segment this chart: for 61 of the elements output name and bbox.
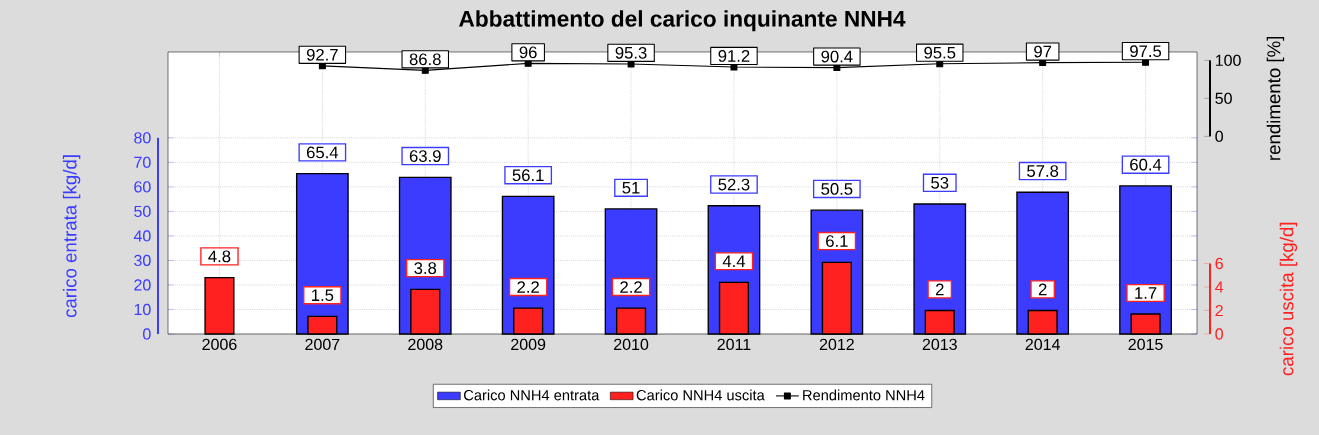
x-tick-label: 2006 — [202, 338, 237, 351]
data-label: 91.2 — [718, 50, 750, 62]
y2-tick-label: 2 — [1215, 304, 1223, 317]
data-label: 63.9 — [409, 150, 441, 162]
data-label: 60.4 — [1130, 158, 1162, 171]
x-tick-label: 2013 — [922, 338, 957, 351]
x-tick-label: 2014 — [1025, 338, 1060, 351]
y2-tick-label: 4 — [1215, 281, 1224, 293]
data-label: 96 — [519, 46, 537, 59]
data-label: 90.4 — [821, 50, 853, 63]
data-label: 3.8 — [414, 262, 437, 275]
data-label: 2 — [1038, 283, 1047, 296]
y3-tick-label: 50 — [1215, 92, 1232, 105]
x-tick-label: 2015 — [1128, 338, 1163, 351]
x-tick-label: 2011 — [717, 338, 751, 351]
data-label: 97 — [1034, 45, 1052, 58]
data-label: 4.4 — [722, 255, 746, 267]
y-tick-label: 20 — [134, 279, 151, 291]
y-axis-title: carico entrata [kg/d] — [62, 155, 81, 318]
y-tick-label: 30 — [134, 254, 151, 267]
x-tick-label: 2009 — [511, 338, 546, 351]
data-label: 53 — [931, 176, 949, 189]
x-tick-label: 2012 — [819, 338, 854, 351]
y-tick-label: 60 — [134, 181, 151, 193]
x-tick-label: 2007 — [305, 338, 340, 351]
y-tick-label: 70 — [134, 156, 151, 168]
y2-tick-label: 0 — [1215, 328, 1223, 340]
y-tick-label: 10 — [134, 303, 151, 316]
data-label: 56.1 — [512, 169, 544, 182]
data-label: 51 — [622, 181, 640, 194]
y2-tick-label: 6 — [1215, 257, 1223, 270]
legend-label: Carico NNH4 entrata — [464, 389, 600, 401]
chart-title: Abbattimento del carico inquinante NNH4 — [459, 10, 906, 32]
x-tick-label: 2008 — [408, 338, 443, 351]
y3-axis-title: rendimento [%] — [1266, 36, 1285, 160]
y3-tick-label: 0 — [1215, 130, 1224, 143]
x-tick-label: 2010 — [614, 338, 649, 351]
data-label: 65.4 — [306, 146, 339, 159]
data-label: 50.5 — [821, 183, 853, 195]
data-label: 57.8 — [1027, 165, 1059, 177]
data-label: 86.8 — [409, 53, 441, 66]
data-label: 1.5 — [312, 289, 334, 302]
data-label: 4.8 — [208, 250, 231, 263]
data-label: 95.3 — [615, 46, 647, 59]
y3-tick-label: 100 — [1215, 54, 1241, 67]
y-tick-label: 40 — [133, 230, 151, 242]
data-label: 97.5 — [1130, 45, 1162, 58]
data-label: 6.1 — [826, 235, 848, 247]
legend-label: Carico NNH4 uscita — [636, 389, 765, 401]
legend-label: Rendimento NNH4 — [803, 389, 925, 401]
data-label: 2.2 — [517, 281, 539, 293]
y-tick-label: 50 — [134, 205, 151, 218]
data-label: 1.7 — [1135, 287, 1157, 299]
y-tick-label: 0 — [143, 328, 151, 340]
data-label: 95.5 — [924, 46, 956, 59]
y2-axis-title: carico uscita [kg/d] — [1279, 222, 1298, 376]
data-label: 52.3 — [718, 178, 750, 191]
data-label: 2.2 — [620, 281, 642, 293]
data-label: 2 — [935, 283, 944, 296]
data-label: 92.7 — [306, 48, 338, 61]
y-tick-label: 80 — [134, 132, 151, 144]
